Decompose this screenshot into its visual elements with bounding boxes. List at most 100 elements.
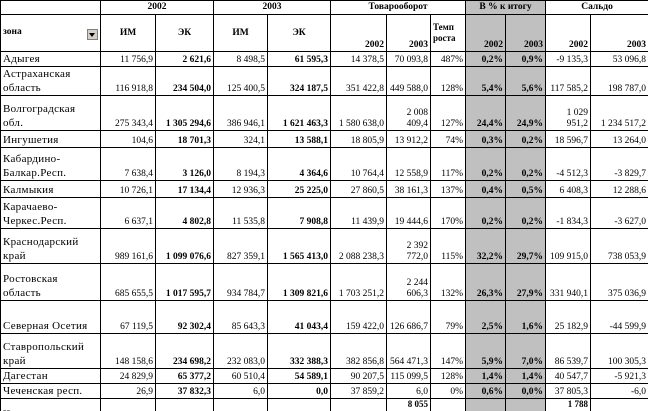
table-cell: 90 207,5 bbox=[330, 368, 387, 384]
table-cell: 0,2% bbox=[465, 147, 507, 181]
table-cell: 125 400,5 bbox=[213, 66, 268, 96]
table-cell: 53 096,8 bbox=[590, 51, 648, 67]
table-cell: 25 182,9 bbox=[545, 300, 592, 334]
table-cell: 37 859,2 bbox=[330, 383, 387, 399]
group-header: 2003 bbox=[213, 0, 331, 15]
column-header: 2003 bbox=[386, 14, 431, 52]
table-cell: 1 703 251,2 bbox=[330, 263, 387, 301]
table-cell: 0,6% bbox=[465, 383, 507, 399]
table-cell: 2 667 365,9 bbox=[590, 398, 648, 411]
table-cell: 11 439,9 bbox=[330, 197, 387, 229]
filter-button[interactable] bbox=[87, 28, 98, 40]
row-label: Волгоградская обл. bbox=[0, 95, 101, 131]
table-cell: 382 856,8 bbox=[330, 333, 387, 369]
table-cell: 32,2% bbox=[465, 228, 507, 264]
row-label: Ингушетия bbox=[0, 130, 101, 148]
table-cell: 18 596,7 bbox=[545, 130, 592, 148]
table-cell: 17 134,4 bbox=[155, 180, 214, 198]
table-cell: 0,0 bbox=[267, 383, 331, 399]
table-cell: 7,0% bbox=[505, 333, 547, 369]
table-cell: 18 701,3 bbox=[155, 130, 214, 148]
table-cell: 26,9 bbox=[100, 383, 156, 399]
table-cell: 2 621,6 bbox=[155, 51, 214, 67]
table-cell: 85 643,3 bbox=[213, 300, 268, 334]
table-cell: 13 588,1 bbox=[267, 130, 331, 148]
table-cell: 1 621 463,3 bbox=[267, 95, 331, 131]
table-cell: 24 829,9 bbox=[100, 368, 156, 384]
table-row: Карачаево-Черкес.Респ. 6 637,1 4 802,8 11 5… bbox=[0, 197, 648, 229]
table-cell: -1 834,3 bbox=[545, 197, 592, 229]
table-cell: 0,5% bbox=[505, 180, 547, 198]
row-label: Ростовская область bbox=[0, 263, 101, 301]
header-row: 2002 2003 Товарооборот В % к итогу Сальдо bbox=[0, 0, 648, 15]
table-cell: 1 309 821,6 bbox=[267, 263, 331, 301]
table-cell: 116 918,8 bbox=[100, 66, 156, 96]
table-cell: 8 498,5 bbox=[213, 51, 268, 67]
table-cell: 1 580 638,0 bbox=[330, 95, 387, 131]
column-header: ИМ bbox=[100, 14, 156, 52]
table-cell: 11 535,8 bbox=[213, 197, 268, 229]
table-cell: 7 908,8 bbox=[267, 197, 331, 229]
table-cell: 147% bbox=[429, 333, 467, 369]
table-cell: 159 422,0 bbox=[330, 300, 387, 334]
table-cell: 109 915,0 bbox=[545, 228, 592, 264]
column-header: зона bbox=[0, 14, 101, 52]
table-row: Северная Осетия 67 119,5 92 302,4 85 643,3 4… bbox=[0, 300, 648, 334]
table-cell: 19 444,6 bbox=[386, 197, 431, 229]
table-cell: 2 694 222,1 bbox=[213, 398, 268, 411]
table-cell: 12 558,9 bbox=[386, 147, 431, 181]
table-cell: 4 133 067,5 bbox=[155, 398, 214, 411]
header-row: зона ИМ ЭК ИМ ЭК 2002 2003 Темп роста 2002 2003 20… bbox=[0, 14, 648, 52]
table-row: Ростовская область 685 655,5 1 017 595,7 93… bbox=[0, 263, 648, 301]
table-row: Волгоградская обл. 275 343,4 1 305 294,6 38… bbox=[0, 95, 648, 131]
table-cell: 38 161,3 bbox=[386, 180, 431, 198]
table-cell: 487% bbox=[429, 51, 467, 67]
table-cell: -44 599,9 bbox=[590, 300, 648, 334]
table-cell: 11 756,9 bbox=[100, 51, 156, 67]
table-cell: -3 627,0 bbox=[590, 197, 648, 229]
table-cell: 738 053,9 bbox=[590, 228, 648, 264]
table-cell: 332 388,3 bbox=[267, 333, 331, 369]
table-cell: 0,2% bbox=[505, 197, 547, 229]
group-header: В % к итогу bbox=[465, 0, 547, 15]
column-header: ЭК bbox=[267, 14, 331, 52]
table-cell: 29,7% bbox=[505, 228, 547, 264]
table-cell: 275 343,4 bbox=[100, 95, 156, 131]
table-cell: 324 187,5 bbox=[267, 66, 331, 96]
table-cell: 0,0% bbox=[505, 383, 547, 399]
table-cell: 198 787,0 bbox=[590, 66, 648, 96]
table-cell: 37 805,3 bbox=[545, 383, 592, 399]
table-cell: 1 029 951,2 bbox=[545, 95, 592, 131]
table-cell: 100 305,3 bbox=[590, 333, 648, 369]
row-label: Карачаево-Черкес.Респ. bbox=[0, 197, 101, 229]
table-cell: 0,2% bbox=[465, 197, 507, 229]
table-cell: 449 588,0 bbox=[386, 66, 431, 96]
table-cell: 2,5% bbox=[465, 300, 507, 334]
table-cell: 1 788 990,1 bbox=[545, 398, 592, 411]
row-label: Калмыкия bbox=[0, 180, 101, 198]
table-cell: 564 471,3 bbox=[386, 333, 431, 369]
table-cell: -4 512,3 bbox=[545, 147, 592, 181]
table-cell: 18 805,9 bbox=[330, 130, 387, 148]
group-header: Сальдо bbox=[545, 0, 648, 15]
column-header: ИМ bbox=[213, 14, 268, 52]
table-cell: 6 408,3 bbox=[545, 180, 592, 198]
table-cell: -3 829,7 bbox=[590, 147, 648, 181]
table-cell: 79% bbox=[429, 300, 467, 334]
table-row: Адыгея 11 756,9 2 621,6 8 498,5 61 595,3 14 3… bbox=[0, 51, 648, 67]
column-header: 2002 bbox=[465, 14, 507, 52]
table-cell: 331 940,1 bbox=[545, 263, 592, 301]
table-cell: 128% bbox=[429, 66, 467, 96]
table-row: Ингушетия 104,6 18 701,3 324,1 13 588,1 18 80… bbox=[0, 130, 648, 148]
table-cell: 65 377,2 bbox=[155, 368, 214, 384]
table-cell: 234 504,0 bbox=[155, 66, 214, 96]
table-cell: 37 832,3 bbox=[155, 383, 214, 399]
table-cell: 127% bbox=[429, 95, 467, 131]
row-label: Астраханская область bbox=[0, 66, 101, 96]
table-cell: 100 bbox=[465, 398, 507, 411]
table-cell: 61 595,3 bbox=[267, 51, 331, 67]
table-row: Дагестан 24 829,9 65 377,2 60 510,4 54 589,1… bbox=[0, 368, 648, 384]
column-header: 2002 bbox=[330, 14, 387, 52]
